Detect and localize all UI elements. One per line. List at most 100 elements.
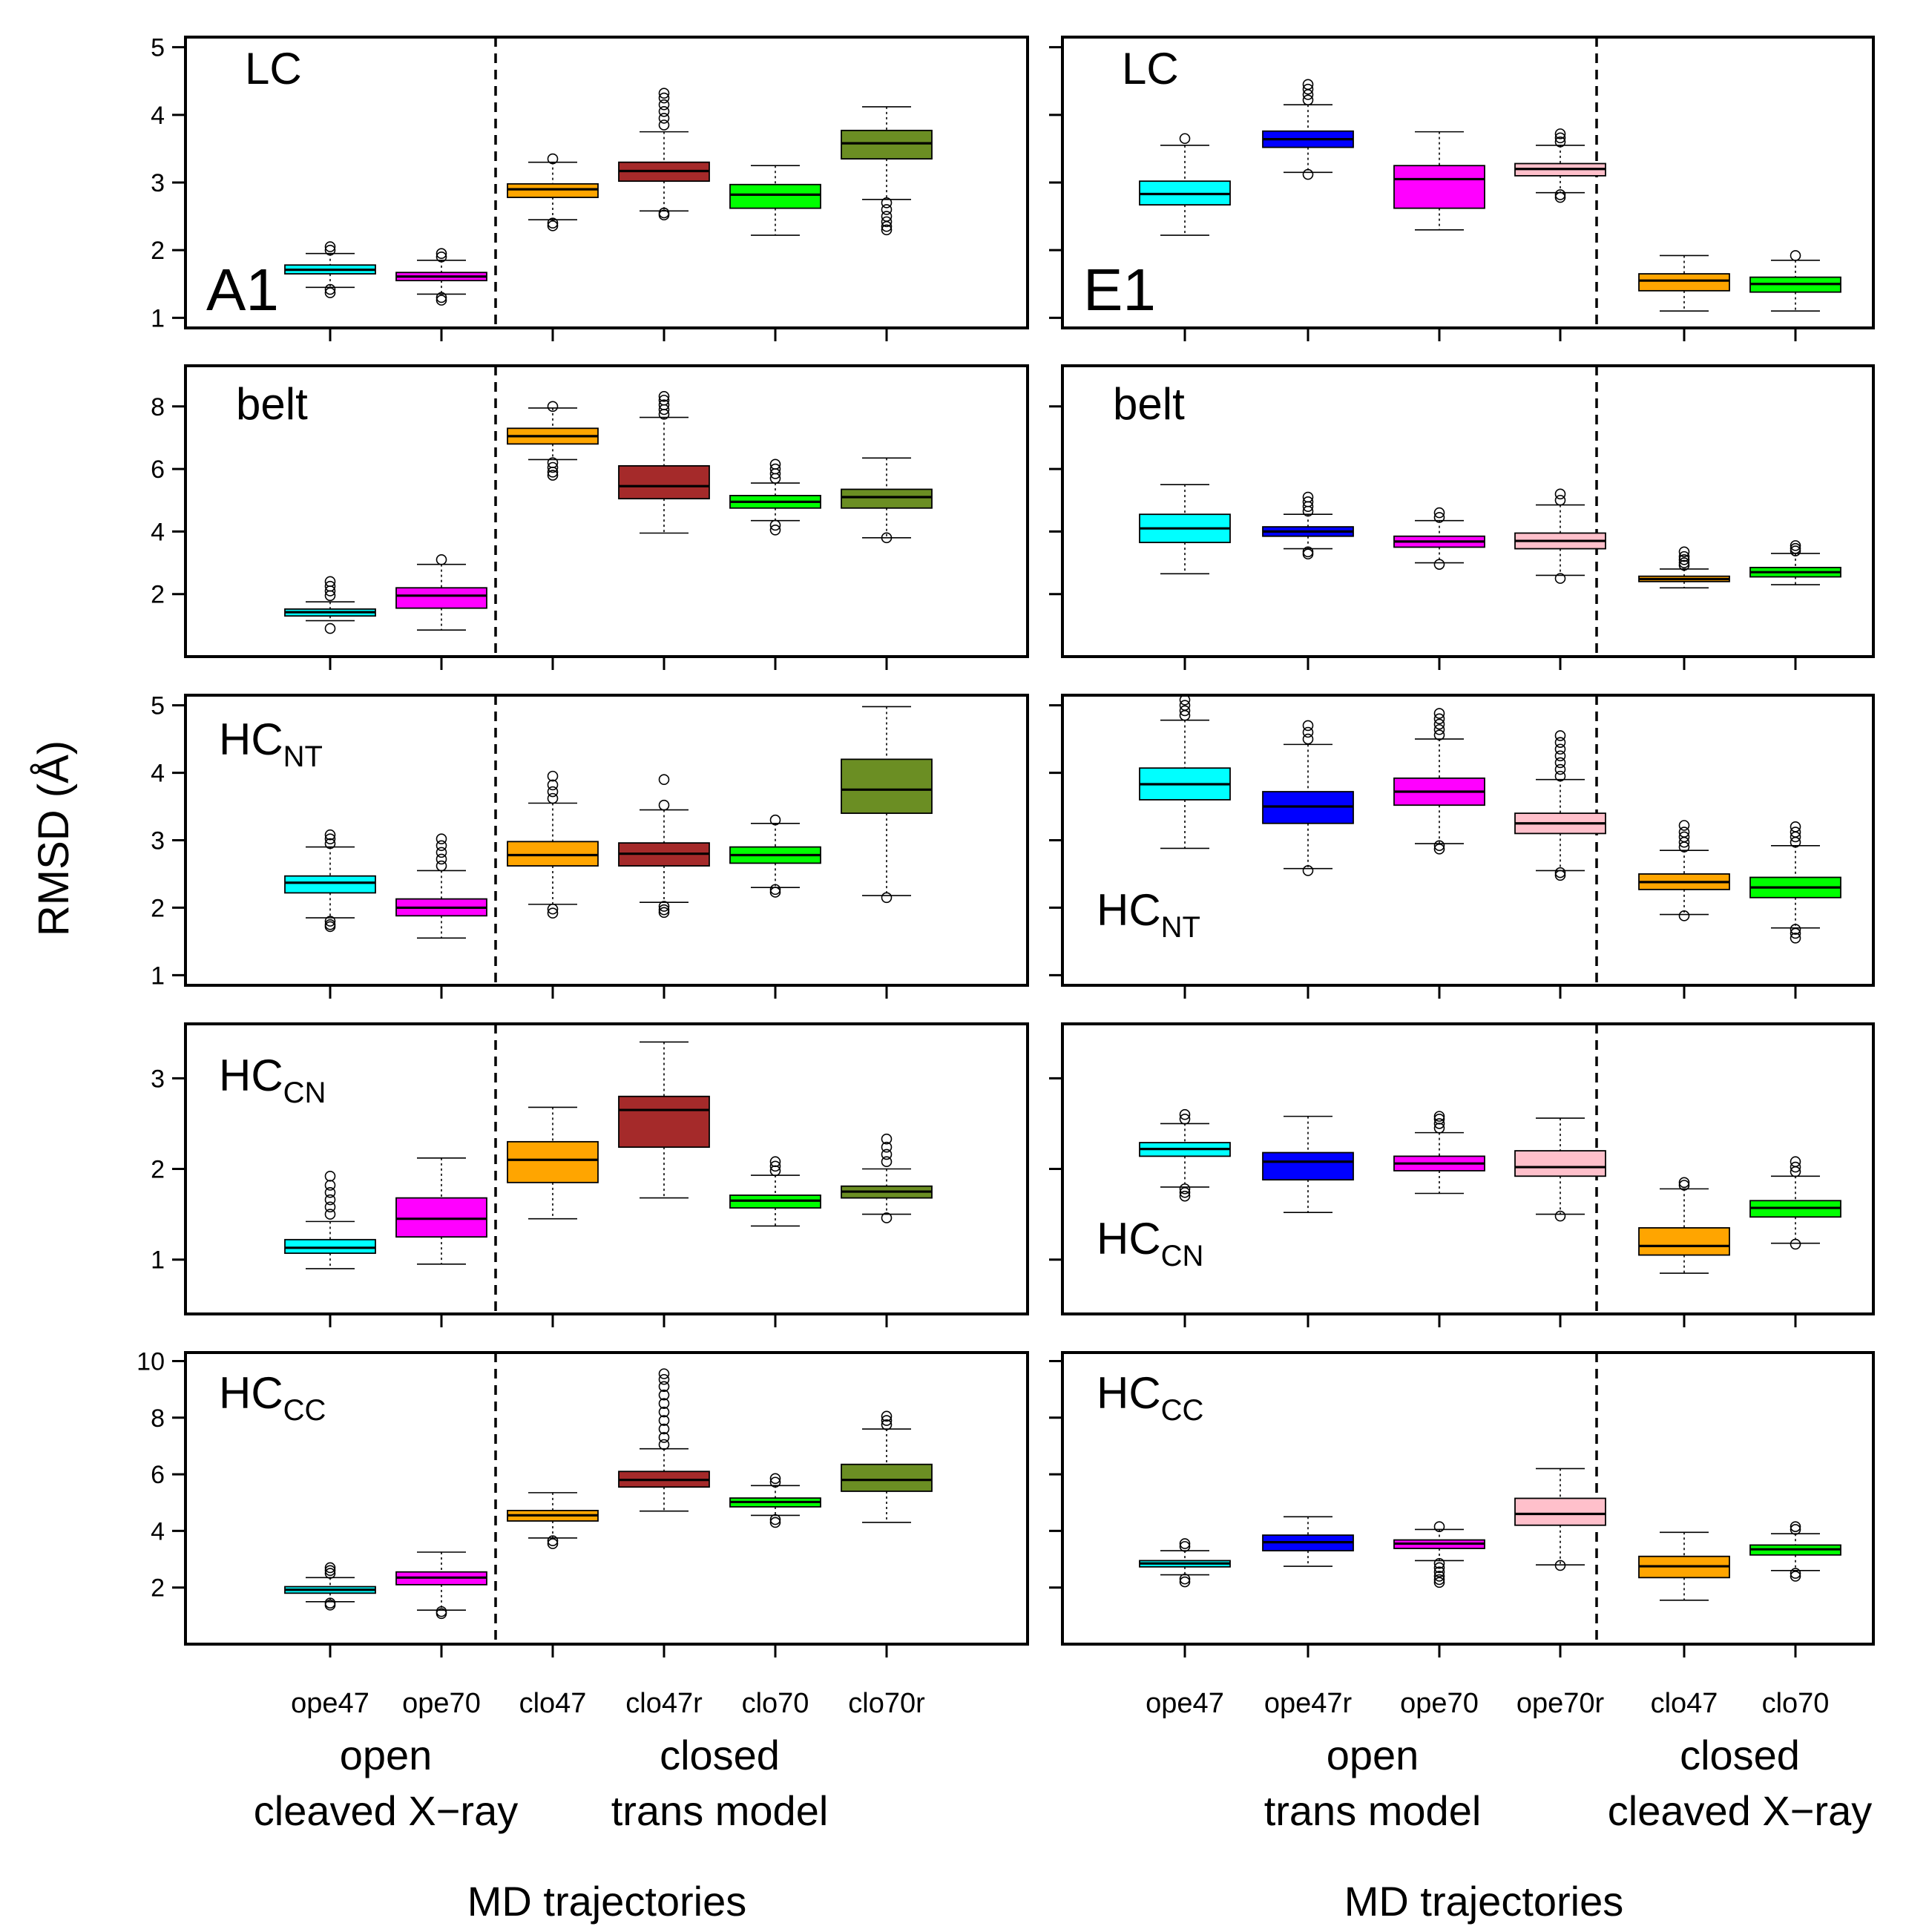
outlier-point [324,1565,336,1577]
outlier-point [1790,924,1801,935]
box-ope70 [395,833,487,939]
outlier-point [1302,720,1314,732]
box-ope47 [284,1170,376,1269]
category-label-ope47r: ope47r [1264,1688,1353,1719]
box-clo70 [729,814,821,898]
panel-label: belt [236,379,308,429]
outlier-point [658,105,670,117]
box-ope70 [1393,1521,1485,1588]
outlier-point [1302,865,1314,876]
box-clo70 [1749,540,1841,585]
box-iqr [1514,1150,1606,1177]
outlier-point [658,113,670,124]
outlier-point [1302,548,1314,560]
outlier-point [1678,827,1690,838]
y-tick-label: 1 [151,962,165,990]
outlier-point [547,779,559,791]
outlier-point [1554,870,1566,881]
outlier-point [1790,1524,1801,1535]
box-clo70 [729,459,821,536]
outlier-point [881,1419,893,1430]
category-label-clo47r: clo47r [625,1688,703,1719]
outlier-point [436,860,447,872]
outlier-point [1179,694,1191,706]
outlier-point [1433,507,1445,519]
outlier-point [1433,1562,1445,1574]
outlier-point [1554,1210,1566,1222]
outlier-point [1433,1574,1445,1586]
outlier-point [547,792,559,804]
panel-label-main: HC [219,714,283,764]
box-clo70 [1749,1521,1841,1582]
y-tick-label: 4 [151,760,165,788]
outlier-point [658,774,670,785]
panel-label-subscript: CC [1161,1394,1204,1427]
outlier-point [1790,827,1801,838]
box-ope47 [1139,1108,1231,1202]
outlier-point [1554,737,1566,748]
outlier-point [769,1517,781,1528]
outlier-point [769,519,781,531]
outlier-point [658,99,670,111]
group-label-line2: trans model [611,1787,829,1834]
panel-frame [184,694,1029,987]
outlier-point [658,1432,670,1443]
panel-label-subscript: NT [283,740,323,773]
panel-frame [1061,364,1875,658]
box-ope70 [1393,1111,1485,1195]
outlier-point [881,532,893,544]
panel-label-subscript: CN [1161,1240,1204,1272]
box-ope70r [1514,128,1606,203]
outlier-point [1678,554,1690,565]
outlier-point [1554,763,1566,775]
box-ope47 [1139,133,1231,236]
outlier-point [1433,1113,1445,1125]
outlier-point [436,833,447,844]
panel-left-row-0: 1 2 3 4 5 LC A1 [151,34,1029,341]
outlier-point [324,1194,336,1206]
outlier-point [1179,1576,1191,1588]
outlier-point [1678,910,1690,921]
outlier-point [881,216,893,228]
outlier-point [1790,1161,1801,1173]
outlier-point [1678,831,1690,843]
outlier-point [436,853,447,865]
panel-left-row-1: 2 4 6 8 belt [151,364,1029,670]
box-iqr [618,464,710,500]
outlier-point [547,461,559,473]
outlier-point [324,1562,336,1574]
outlier-point [324,580,336,592]
box-ope70 [1393,131,1485,231]
outlier-point [1678,1177,1690,1189]
panel-tag: A1 [206,257,279,323]
outlier-point [1790,1156,1801,1168]
outlier-point [1302,83,1314,95]
box-iqr [284,1238,376,1255]
y-tick-label: 1 [151,1246,165,1275]
box-clo47 [507,1492,599,1549]
outlier-point [547,1535,559,1547]
outlier-point [1790,933,1801,944]
box-clo47r [618,1041,710,1199]
outlier-point [658,209,670,221]
outlier-point [1790,542,1801,554]
outlier-point [1678,557,1690,568]
outlier-point [436,840,447,852]
outlier-point [324,921,336,933]
outlier-point [658,904,670,916]
outlier-point [1433,1521,1445,1532]
box-ope47r [1262,491,1354,560]
group-label-line2: cleaved X−ray [254,1787,518,1834]
group-label-line2: trans model [1264,1787,1482,1834]
outlier-point [1554,128,1566,139]
category-label-clo70r: clo70r [848,1688,925,1719]
panel-frame [184,36,1029,329]
outlier-point [1433,1577,1445,1588]
outlier-point [324,1209,336,1220]
y-tick-label: 8 [151,393,165,421]
outlier-point [547,467,559,478]
box-clo70 [1749,1156,1841,1250]
outlier-point [547,401,559,413]
box-ope47 [284,829,376,933]
outlier-point [436,554,447,565]
